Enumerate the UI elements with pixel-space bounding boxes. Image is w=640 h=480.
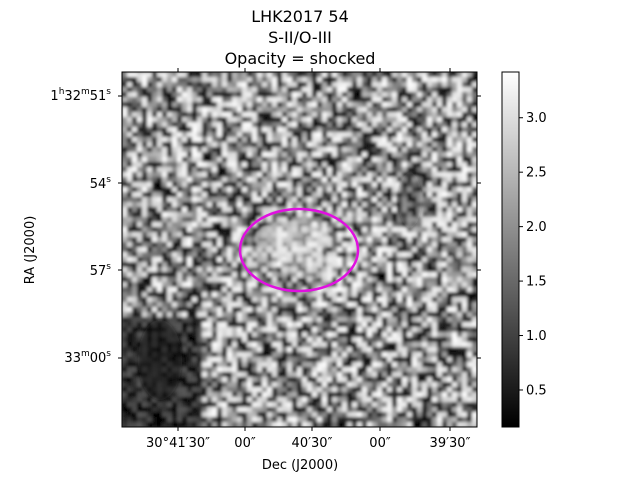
colorbar-tick-label: 0.5 bbox=[526, 383, 547, 398]
x-tick-label: 30°41′30″ bbox=[146, 436, 210, 451]
x-tick-label: 00″ bbox=[234, 436, 256, 451]
colorbar-tick-label: 2.0 bbox=[526, 220, 547, 235]
x-axis-label: Dec (J2000) bbox=[262, 458, 338, 473]
y-tick-label: 57s bbox=[90, 262, 112, 279]
source-ellipse bbox=[238, 207, 360, 293]
y-ticks bbox=[118, 95, 481, 359]
plot-title-line2: S-II/O-III bbox=[268, 28, 332, 47]
x-tick-label: 40′30″ bbox=[292, 436, 333, 451]
emission-map bbox=[122, 72, 477, 427]
plot-title-line3: Opacity = shocked bbox=[225, 49, 376, 68]
noise-texture bbox=[122, 72, 477, 427]
image-frame bbox=[121, 71, 478, 428]
x-tick-label: 00″ bbox=[369, 436, 391, 451]
nebula-features bbox=[138, 172, 474, 400]
plot-title-line1: LHK2017 54 bbox=[251, 7, 349, 26]
y-tick-label: 54s bbox=[90, 175, 112, 192]
y-axis-label: RA (J2000) bbox=[23, 216, 38, 285]
colorbar-tick-label: 3.0 bbox=[526, 111, 547, 126]
colorbar-tick-label: 1.5 bbox=[526, 275, 547, 290]
colorbar bbox=[501, 71, 520, 428]
y-tick-label: 33m00s bbox=[64, 349, 111, 366]
x-tick-label: 39′30″ bbox=[430, 436, 471, 451]
x-ticks bbox=[177, 68, 451, 431]
colorbar-ticks: 0.5 1.0 1.5 2.0 2.5 3.0 bbox=[519, 111, 547, 398]
colorbar-tick-label: 2.5 bbox=[526, 166, 547, 181]
y-tick-label: 1h32m51s bbox=[50, 87, 111, 104]
colorbar-tick-label: 1.0 bbox=[526, 329, 547, 344]
